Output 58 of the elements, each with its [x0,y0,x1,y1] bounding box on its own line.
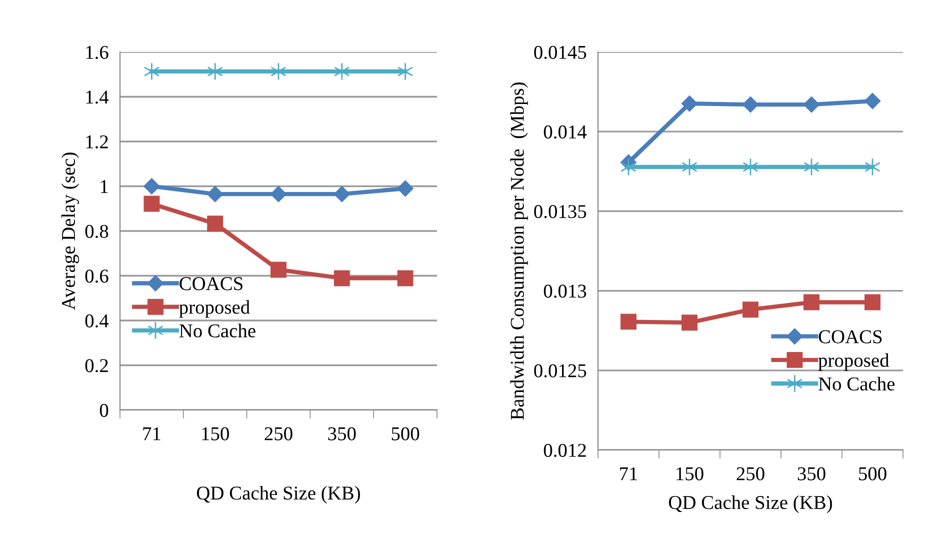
x-tick-label: 250 [736,467,764,480]
point [334,62,350,80]
y-axis-title: Average Delay (sec) [61,152,80,310]
y-tick-label: 0.013 [544,284,586,298]
x-tick-label: 150 [202,427,229,440]
x-axis-title: QD Cache Size (KB) [196,486,360,504]
x-tick-label: 500 [859,467,886,480]
legend-label: proposed [818,353,890,371]
point [270,262,286,278]
y-tick-label: 0.012 [544,444,586,458]
y-tick-label: 0.0125 [534,364,586,378]
y-tick-label: 0.8 [85,224,108,238]
y-tick-label: 1.4 [86,90,109,104]
legend-label: proposed [179,300,250,318]
point [206,186,224,202]
legend-label: COACS [180,277,242,290]
point [334,270,350,286]
point [864,92,881,110]
x-tick-label: 500 [392,427,420,440]
y-axis-title: Bandwidth Consumption per Node (Mbps) [510,82,528,420]
point [804,294,820,310]
x-tick-label: 150 [676,467,704,480]
point [803,96,820,113]
y-tick-label: 1.2 [86,135,108,149]
point [742,302,758,318]
y-tick-label: 0.6 [85,270,108,283]
point [742,96,759,113]
point [143,178,160,194]
legend-label: No Cache [179,324,256,338]
x-tick-label: 250 [264,427,292,440]
point [144,62,160,80]
x-tick-label: 71 [620,467,638,480]
x-tick-label: 71 [143,427,160,440]
point [620,314,636,330]
y-tick-label: 0.2 [85,359,108,372]
point [334,186,350,202]
point [397,270,414,286]
point [144,196,160,212]
point [207,216,224,232]
point [270,186,287,202]
point [864,294,880,310]
point [397,62,414,80]
y-tick-label: 0.4 [85,314,109,328]
point [397,180,414,197]
point [207,62,224,80]
y-tick-label: 0 [100,404,108,417]
y-tick-label: 0.0145 [534,46,586,60]
y-tick-label: 0.0135 [534,205,586,218]
y-tick-label: 1 [100,180,108,193]
x-axis-title: QD Cache Size (KB) [668,495,832,514]
x-tick-label: 350 [328,427,356,440]
y-tick-label: 1.6 [86,46,108,60]
legend-label: No Cache [818,376,895,391]
point [682,314,698,331]
x-tick-label: 350 [798,467,826,480]
y-tick-label: 0.014 [544,125,587,139]
legend-label: COACS [818,330,882,344]
point [681,95,698,112]
